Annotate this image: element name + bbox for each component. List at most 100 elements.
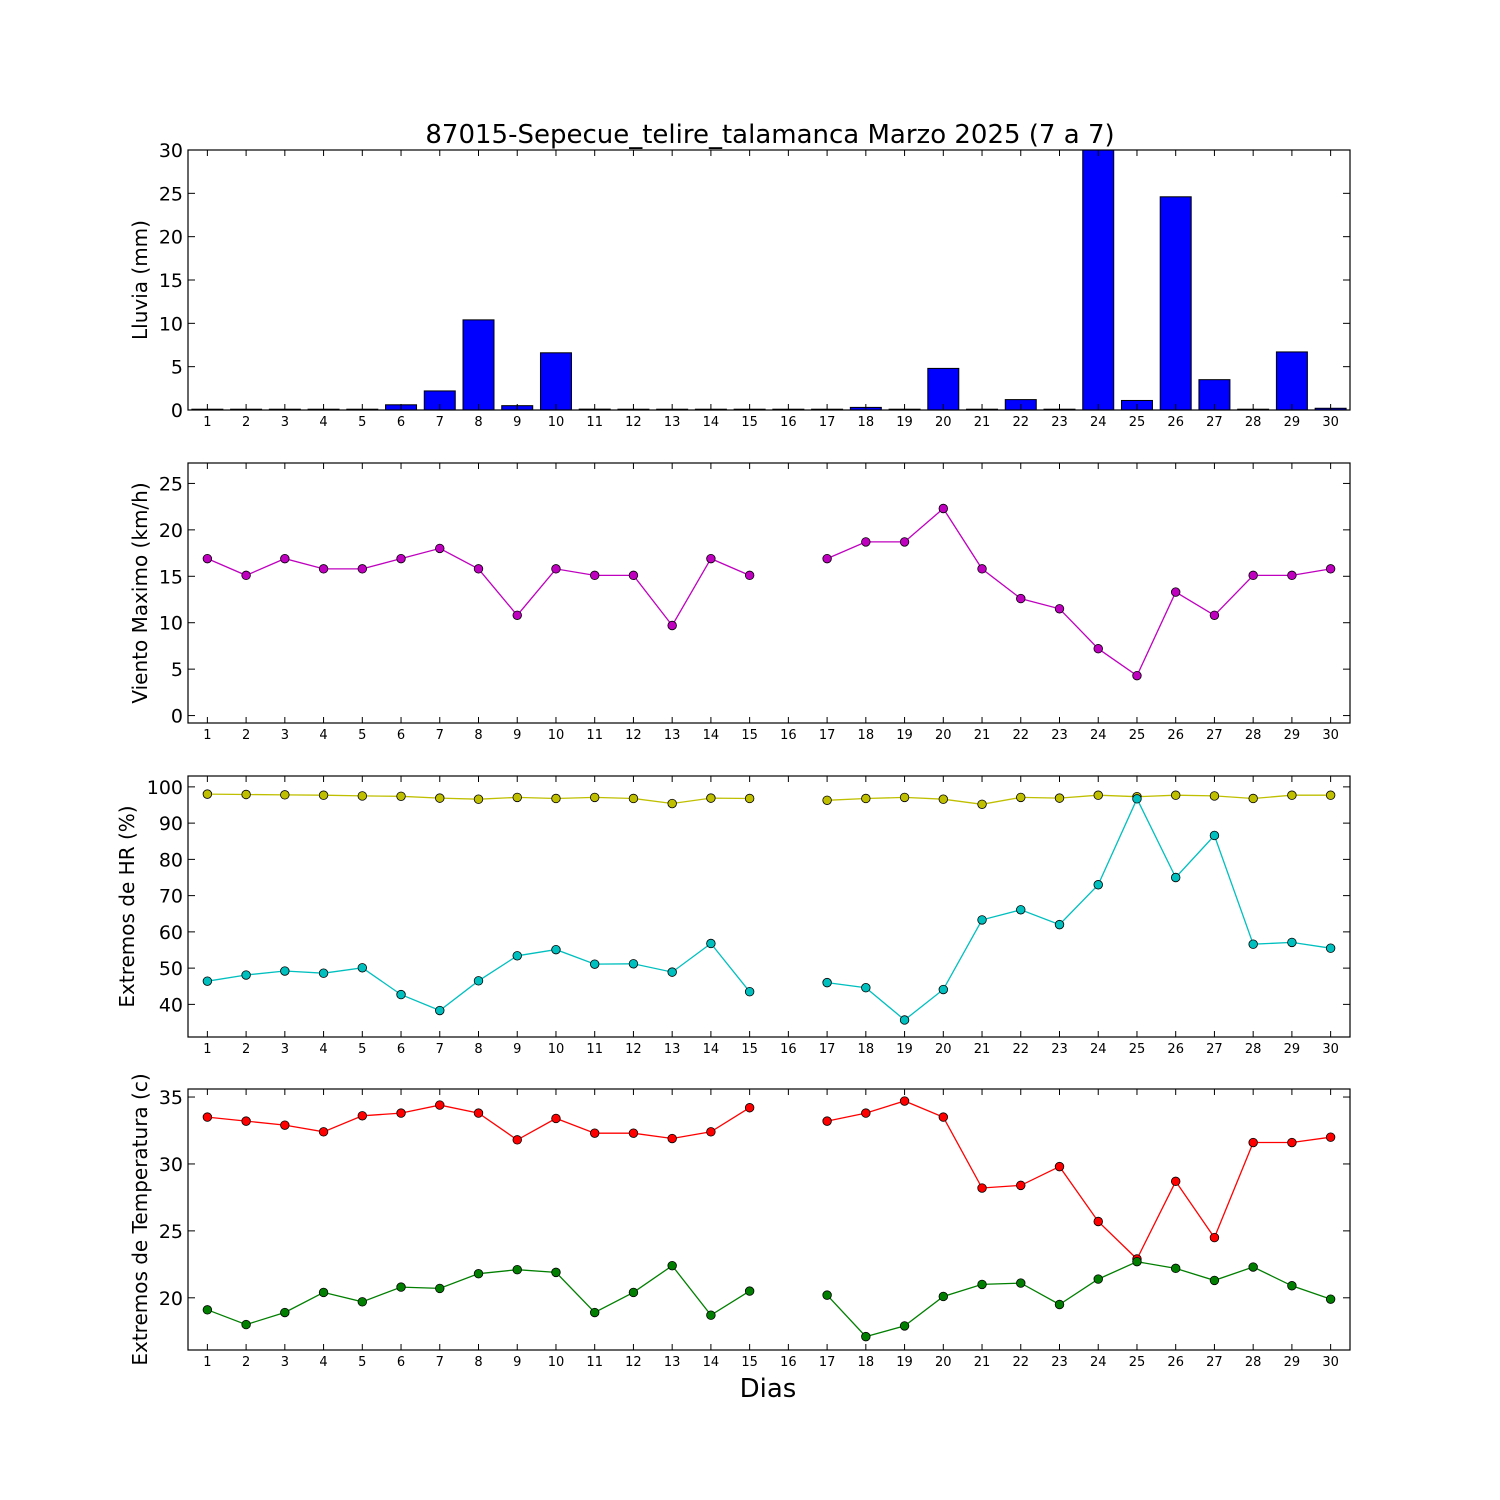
x-tick-label: 25	[1129, 1355, 1146, 1370]
x-tick-label: 16	[780, 1355, 797, 1370]
point-s1-day-6	[396, 1108, 406, 1118]
point-s1-day-23	[1054, 793, 1065, 803]
x-tick-label: 17	[819, 415, 836, 430]
x-tick-label: 7	[436, 415, 444, 430]
point-s2-day-6	[396, 1282, 406, 1292]
point-s1-day-10	[551, 1113, 561, 1124]
x-tick-label: 6	[397, 1042, 405, 1057]
x-tick-label: 6	[397, 1355, 405, 1370]
x-tick-label: 27	[1206, 415, 1223, 430]
y-tick-label: 70	[159, 886, 183, 908]
bar-day-20	[927, 367, 960, 411]
x-tick-label: 21	[974, 1042, 991, 1057]
y-axis-label: Lluvia (mm)	[128, 220, 152, 340]
x-tick-label: 24	[1090, 415, 1107, 430]
point-s1-day-11	[590, 570, 600, 581]
x-tick-label: 4	[319, 1355, 327, 1370]
point-s2-day-27	[1209, 830, 1220, 841]
y-tick-label: 20	[159, 1288, 183, 1310]
x-tick-label: 12	[625, 415, 642, 430]
x-tick-label: 8	[474, 1042, 482, 1057]
x-tick-label: 18	[858, 1355, 875, 1370]
point-s1-day-24	[1093, 644, 1103, 654]
point-s1-day-27	[1209, 610, 1220, 620]
point-s1-day-14	[706, 553, 716, 564]
y-tick-label: 5	[171, 659, 183, 681]
x-tick-label: 23	[1051, 1042, 1068, 1057]
point-s1-day-13	[667, 620, 677, 631]
point-s2-day-29	[1287, 937, 1297, 948]
point-s2-day-23	[1054, 1299, 1065, 1310]
point-s1-day-2	[241, 789, 251, 800]
point-s2-day-13	[667, 967, 677, 977]
point-s1-day-27	[1209, 1232, 1220, 1243]
x-tick-label: 13	[664, 1042, 681, 1057]
x-tick-label: 23	[1051, 728, 1068, 743]
point-s2-day-3	[280, 1307, 290, 1318]
plot-frame	[187, 462, 1351, 724]
x-tick-label: 19	[896, 1042, 913, 1057]
x-tick-label: 12	[625, 728, 642, 743]
x-tick-label: 6	[397, 728, 405, 743]
point-s2-day-9	[512, 951, 522, 961]
series-line-2	[207, 1261, 1331, 1338]
y-tick-label: 60	[159, 922, 183, 944]
point-s1-day-26	[1170, 587, 1181, 597]
x-tick-label: 1	[203, 1355, 211, 1370]
point-s2-day-1	[202, 1305, 213, 1315]
x-tick-label: 3	[281, 415, 289, 430]
point-s2-day-7	[435, 1283, 445, 1294]
x-tick-label: 26	[1167, 1042, 1184, 1057]
point-s1-day-5	[357, 791, 368, 801]
y-tick-label: 50	[159, 958, 183, 980]
y-tick-label: 0	[171, 400, 183, 422]
x-tick-label: 20	[935, 415, 952, 430]
x-tick-label: 17	[819, 1042, 836, 1057]
chart-title: 87015-Sepecue_telire_talamanca Marzo 202…	[425, 120, 1114, 150]
point-s1-day-12	[628, 793, 639, 804]
x-tick-label: 17	[819, 728, 836, 743]
point-s2-day-9	[512, 1264, 522, 1275]
point-s2-day-5	[357, 1297, 368, 1307]
point-s1-day-28	[1248, 793, 1258, 804]
point-s1-day-21	[977, 799, 987, 809]
point-s2-day-18	[861, 1331, 871, 1342]
point-s2-day-22	[1016, 1278, 1026, 1288]
x-tick-label: 29	[1284, 1355, 1301, 1370]
point-s1-day-11	[590, 1128, 600, 1138]
point-s2-day-26	[1170, 1263, 1181, 1274]
point-s1-day-19	[899, 537, 910, 547]
point-s1-day-17	[822, 795, 832, 805]
x-tick-label: 28	[1245, 1042, 1262, 1057]
point-s2-day-12	[628, 1287, 639, 1298]
x-tick-label: 25	[1129, 1042, 1146, 1057]
y-tick-label: 10	[159, 613, 183, 635]
x-tick-label: 25	[1129, 728, 1146, 743]
point-s2-day-14	[706, 1310, 716, 1320]
x-tick-label: 14	[703, 1042, 720, 1057]
point-s1-day-4	[318, 1127, 329, 1137]
x-tick-label: 2	[242, 728, 250, 743]
y-tick-label: 20	[159, 227, 183, 249]
plot-frame	[187, 775, 1351, 1038]
point-s1-day-23	[1054, 1161, 1065, 1172]
point-s1-day-22	[1016, 792, 1026, 803]
x-tick-label: 9	[513, 728, 521, 743]
point-s2-day-18	[861, 983, 871, 993]
series-line-1	[207, 507, 1331, 677]
x-tick-label: 3	[281, 1042, 289, 1057]
point-s1-day-2	[241, 570, 251, 581]
x-tick-label: 23	[1051, 415, 1068, 430]
x-tick-label: 5	[358, 415, 366, 430]
point-s2-day-17	[822, 977, 832, 988]
point-s1-day-3	[280, 790, 290, 800]
x-tick-label: 9	[513, 415, 521, 430]
point-s2-day-22	[1016, 905, 1026, 915]
point-s1-day-26	[1170, 1176, 1181, 1187]
point-s2-day-20	[938, 984, 949, 995]
point-s1-day-3	[280, 1120, 290, 1130]
point-s2-day-28	[1248, 1262, 1258, 1272]
point-s2-day-23	[1054, 919, 1065, 930]
